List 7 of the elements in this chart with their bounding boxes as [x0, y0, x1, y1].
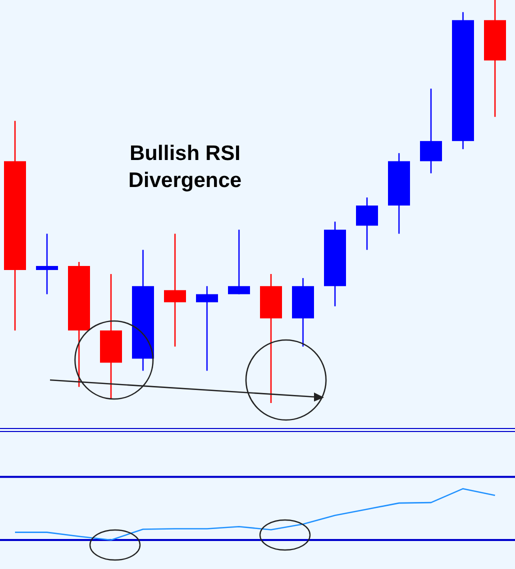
candlestick [420, 88, 442, 174]
candlestick [196, 285, 218, 372]
candlestick [356, 196, 378, 251]
candlestick [36, 233, 58, 295]
text: Bullish RSI Divergence [128, 142, 242, 192]
candlestick [164, 233, 186, 348]
candlestick [228, 229, 250, 295]
